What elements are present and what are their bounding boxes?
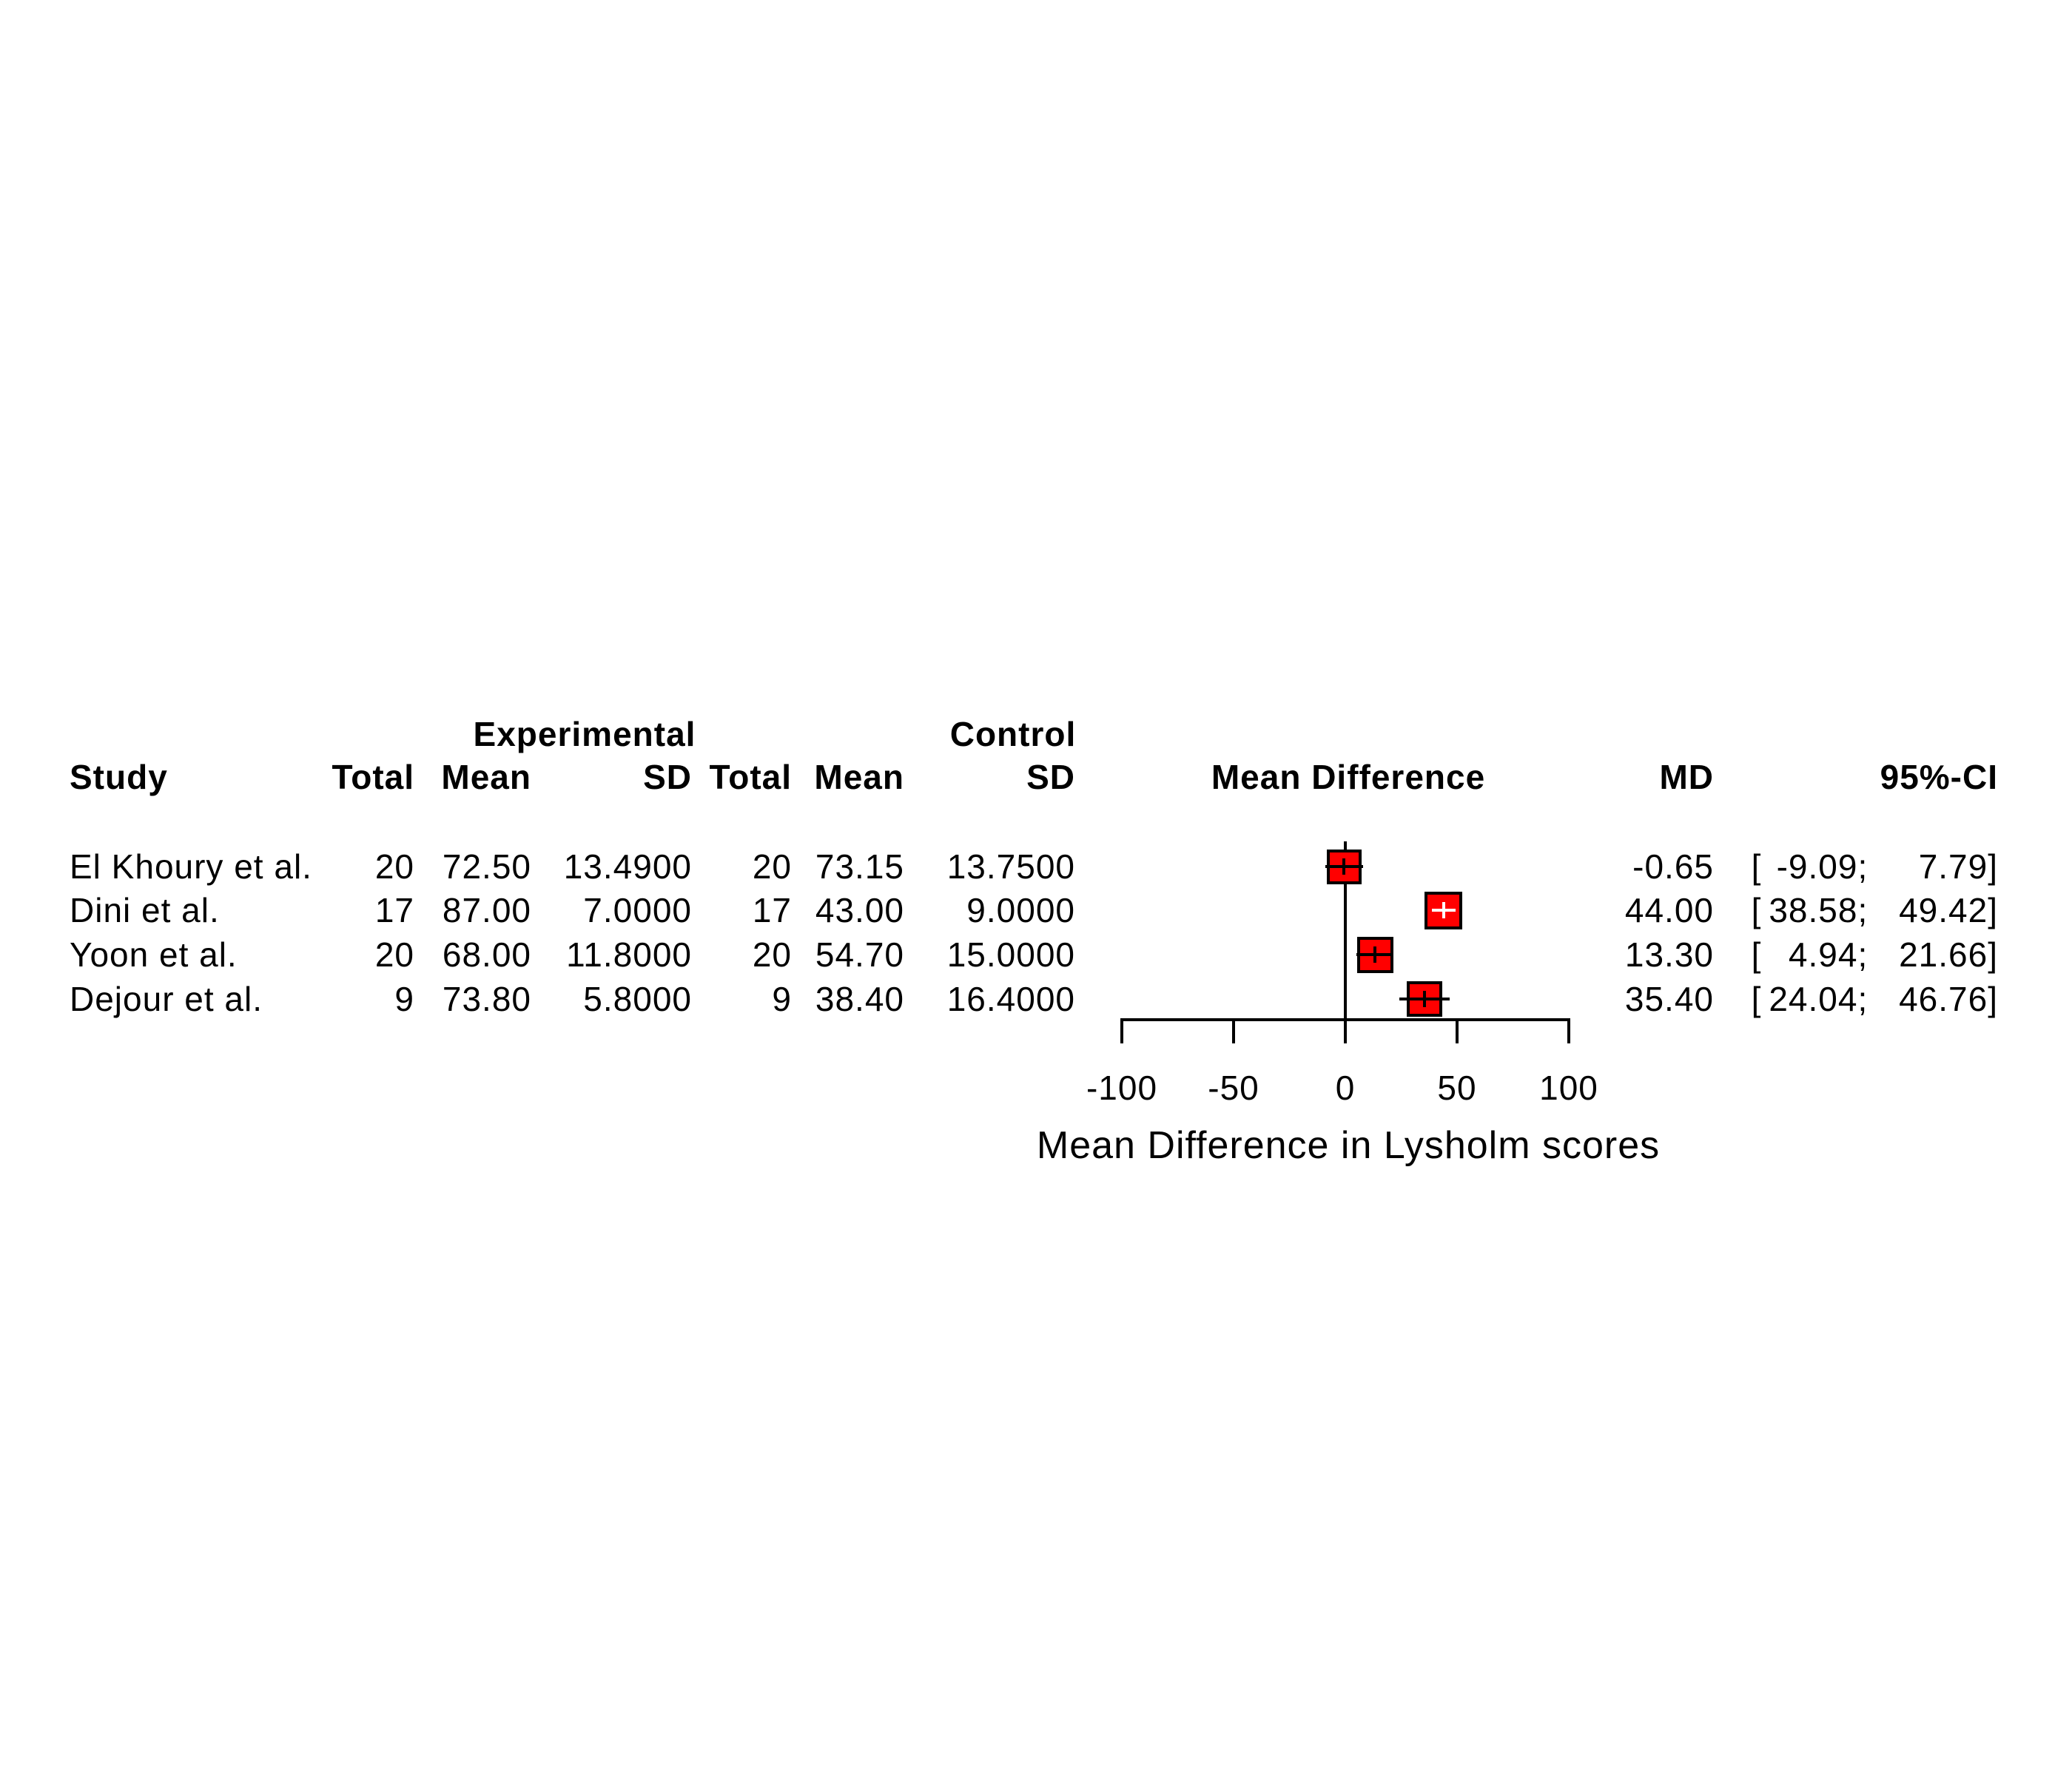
ci-separator: ;: [1857, 935, 1868, 974]
x-axis-title: Mean Difference in Lysholm scores: [1036, 1124, 1661, 1167]
ctrl-sd-value: 9.0000: [966, 891, 1075, 929]
ctrl-total-value: 9: [772, 980, 792, 1018]
ci-separator: ;: [1857, 980, 1868, 1018]
ci-lower-value: 24.04: [1769, 980, 1858, 1018]
x-tick-label: 50: [1437, 1069, 1477, 1107]
exp-total-value: 20: [374, 935, 414, 974]
ci-open-bracket: [: [1751, 980, 1762, 1018]
ci-value: [ 24.04 ; 46.76 ]: [1752, 982, 1998, 1016]
ci-upper-value: 49.42: [1899, 891, 1988, 929]
x-axis-tick: [1567, 1020, 1570, 1043]
column-header-mean-difference: Mean Difference: [1211, 758, 1486, 796]
exp-sd-value: 13.4900: [563, 847, 692, 886]
x-tick-label: -100: [1086, 1069, 1158, 1107]
exp-sd-value: 7.0000: [583, 891, 692, 929]
ci-lower-value: 4.94: [1788, 935, 1858, 974]
ctrl-sd-value: 15.0000: [946, 935, 1075, 974]
column-header-ctrl-total: Total: [709, 758, 792, 796]
column-header-study: Study: [70, 758, 168, 796]
column-header-exp-mean: Mean: [441, 758, 531, 796]
ci-open-bracket: [: [1751, 847, 1762, 886]
x-axis-tick: [1120, 1020, 1123, 1043]
ci-lower-value: 38.58: [1769, 891, 1858, 929]
study-label: Yoon et al.: [70, 935, 238, 974]
ctrl-total-value: 20: [752, 935, 792, 974]
column-header-exp-total: Total: [332, 758, 414, 796]
ci-upper-value: 46.76: [1899, 980, 1988, 1018]
ci-close-bracket: ]: [1988, 847, 1998, 886]
ci-open-bracket: [: [1751, 891, 1762, 929]
ci-value: [ 4.94 ; 21.66 ]: [1752, 938, 1998, 972]
study-square: [1424, 891, 1463, 929]
column-header-ctrl-sd: SD: [1026, 758, 1075, 796]
ci-value: [ 38.58 ; 49.42 ]: [1752, 893, 1998, 927]
study-label: El Khoury et al.: [70, 847, 312, 886]
ci-upper-value: 21.66: [1899, 935, 1988, 974]
ci-separator: ;: [1857, 891, 1868, 929]
ctrl-mean-value: 38.40: [815, 980, 904, 1018]
exp-mean-value: 87.00: [442, 891, 531, 929]
exp-sd-value: 11.8000: [566, 935, 692, 974]
point-marker: [1342, 858, 1346, 875]
group-header-control: Control: [949, 715, 1077, 753]
md-value: -0.65: [1632, 847, 1714, 886]
ctrl-sd-value: 13.7500: [946, 847, 1075, 886]
ci-open-bracket: [: [1751, 935, 1762, 974]
ctrl-mean-value: 54.70: [815, 935, 904, 974]
exp-mean-value: 72.50: [442, 847, 531, 886]
column-header-exp-sd: SD: [643, 758, 692, 796]
x-axis-tick: [1232, 1020, 1235, 1043]
ci-close-bracket: ]: [1988, 980, 1998, 1018]
study-label: Dini et al.: [70, 891, 220, 929]
x-tick-label: 100: [1539, 1069, 1598, 1107]
ci-close-bracket: ]: [1988, 891, 1998, 929]
ctrl-total-value: 20: [752, 847, 792, 886]
ctrl-total-value: 17: [752, 891, 792, 929]
column-header-md: MD: [1659, 758, 1714, 796]
ctrl-mean-value: 43.00: [815, 891, 904, 929]
md-value: 44.00: [1624, 891, 1714, 929]
ctrl-mean-value: 73.15: [815, 847, 904, 886]
exp-mean-value: 73.80: [442, 980, 531, 1018]
x-tick-label: 0: [1335, 1069, 1356, 1107]
study-label: Dejour et al.: [70, 980, 263, 1018]
point-marker: [1422, 991, 1426, 1007]
exp-total-value: 17: [374, 891, 414, 929]
exp-mean-value: 68.00: [442, 935, 531, 974]
ci-value: [ -9.09 ; 7.79 ]: [1752, 850, 1998, 884]
ci-upper-value: 7.79: [1918, 847, 1988, 886]
ci-lower-value: -9.09: [1776, 847, 1858, 886]
zero-effect-line: [1344, 841, 1347, 1020]
ci-separator: ;: [1857, 847, 1868, 886]
exp-total-value: 9: [394, 980, 414, 1018]
x-axis-tick: [1456, 1020, 1459, 1043]
column-header-ctrl-mean: Mean: [814, 758, 904, 796]
exp-sd-value: 5.8000: [583, 980, 692, 1018]
exp-total-value: 20: [374, 847, 414, 886]
ci-close-bracket: ]: [1988, 935, 1998, 974]
md-value: 13.30: [1624, 935, 1714, 974]
group-header-experimental: Experimental: [473, 715, 696, 753]
x-tick-label: -50: [1208, 1069, 1259, 1107]
x-axis-tick: [1344, 1020, 1347, 1043]
ctrl-sd-value: 16.4000: [946, 980, 1075, 1018]
point-marker: [1373, 946, 1377, 963]
point-marker: [1442, 902, 1445, 918]
md-value: 35.40: [1624, 980, 1714, 1018]
column-header-ci: 95%-CI: [1880, 758, 1998, 796]
